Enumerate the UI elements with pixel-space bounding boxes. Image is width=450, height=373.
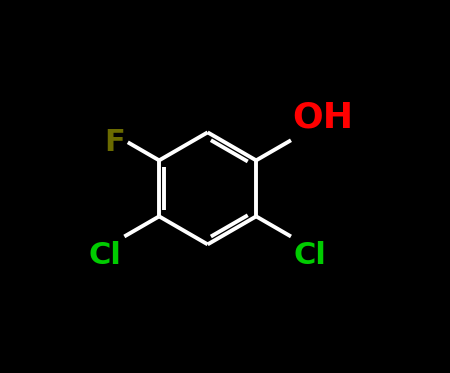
- Text: F: F: [104, 128, 125, 157]
- Text: OH: OH: [292, 100, 354, 135]
- Text: Cl: Cl: [294, 241, 327, 270]
- Text: Cl: Cl: [89, 241, 122, 270]
